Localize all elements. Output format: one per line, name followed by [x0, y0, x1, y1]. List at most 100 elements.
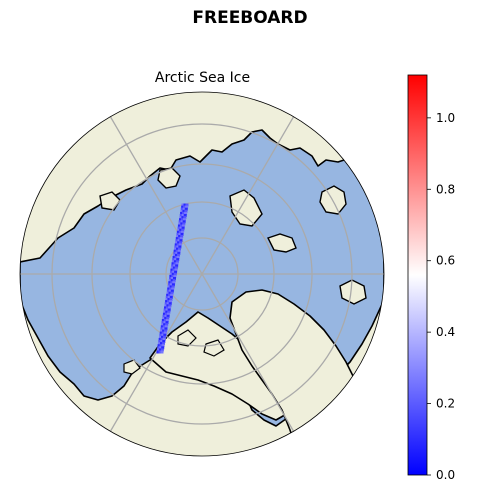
track-point: [182, 211, 186, 215]
track-point: [178, 220, 182, 224]
track-point: [174, 243, 178, 247]
colorbar-tick-label: 0.8: [436, 182, 455, 196]
track-point: [173, 260, 177, 264]
track-point: [181, 205, 185, 209]
track-point: [171, 287, 175, 291]
track-point: [166, 314, 170, 318]
track-point: [174, 245, 178, 249]
track-point: [163, 335, 166, 339]
track-point: [162, 312, 166, 316]
track-point: [166, 312, 170, 316]
track-point: [173, 272, 177, 276]
track-point: [180, 209, 184, 213]
track-point: [171, 285, 175, 289]
track-point: [174, 253, 178, 257]
track-point: [162, 340, 166, 343]
track-point: [166, 304, 170, 308]
track-point: [163, 321, 167, 325]
track-point: [176, 256, 180, 259]
track-point: [170, 281, 174, 285]
track-point: [165, 295, 169, 299]
track-point: [174, 270, 178, 274]
track-point: [181, 218, 184, 222]
track-point: [167, 283, 171, 287]
track-point: [178, 245, 182, 249]
track-point: [181, 226, 185, 230]
track-point: [168, 281, 172, 285]
colorbar-tick-label: 0.6: [436, 254, 455, 268]
track-point: [167, 310, 171, 314]
track-point: [173, 264, 177, 268]
track-point: [159, 331, 163, 335]
track-point: [164, 316, 168, 320]
track-point: [171, 264, 175, 268]
track-point: [160, 329, 164, 333]
track-point: [181, 216, 185, 220]
colorbar-tick-label: 0.0: [436, 468, 455, 482]
track-point: [160, 348, 164, 352]
track-point: [183, 205, 187, 209]
track-point: [169, 283, 173, 287]
track-point: [157, 342, 161, 346]
track-point: [158, 350, 162, 354]
track-point: [172, 281, 176, 285]
track-point: [166, 293, 170, 297]
island-b: [177, 329, 197, 347]
track-point: [185, 205, 189, 209]
track-point: [169, 295, 173, 299]
track-point: [159, 344, 163, 348]
track-point: [173, 262, 177, 266]
track-point: [157, 346, 161, 350]
track-point: [173, 274, 177, 278]
track-point: [172, 268, 176, 272]
track-point: [165, 310, 169, 314]
track-point: [160, 340, 164, 343]
track-point: [167, 308, 171, 312]
freeboard-track: [156, 203, 189, 354]
track-point: [172, 279, 176, 283]
track-point: [179, 224, 183, 228]
track-point: [160, 337, 164, 341]
track-point: [176, 247, 179, 251]
polar-map: [20, 92, 384, 456]
track-point: [166, 289, 170, 293]
track-point: [171, 283, 175, 287]
track-point: [161, 331, 165, 335]
track-point: [181, 203, 185, 207]
track-point: [165, 321, 169, 325]
track-point: [168, 302, 172, 306]
track-point: [163, 323, 167, 327]
track-point: [168, 291, 172, 295]
track-point: [171, 260, 175, 264]
track-point: [176, 235, 180, 238]
track-point: [168, 289, 172, 293]
track-point: [171, 262, 175, 266]
track-point: [165, 298, 169, 301]
track-point: [156, 348, 160, 352]
track-point: [161, 323, 165, 327]
track-point: [172, 270, 176, 274]
track-point: [169, 272, 173, 276]
track-point: [181, 214, 185, 217]
track-point: [172, 256, 176, 259]
track-point: [160, 325, 164, 329]
track-point: [174, 247, 177, 251]
track-point: [173, 251, 177, 255]
track-point: [165, 319, 169, 322]
track-point: [180, 232, 184, 236]
track-point: [182, 222, 186, 226]
track-point: [166, 316, 170, 320]
track-point: [177, 237, 181, 241]
track-point: [167, 300, 171, 304]
track-point: [180, 220, 184, 224]
track-point: [160, 350, 164, 354]
track-point: [184, 207, 188, 211]
track-point: [174, 266, 178, 270]
track-point: [176, 232, 180, 236]
track-point: [179, 237, 183, 241]
track-point: [165, 308, 169, 312]
track-point: [175, 249, 179, 253]
track-point: [182, 220, 186, 224]
track-point: [170, 293, 174, 297]
track-point: [175, 239, 179, 243]
